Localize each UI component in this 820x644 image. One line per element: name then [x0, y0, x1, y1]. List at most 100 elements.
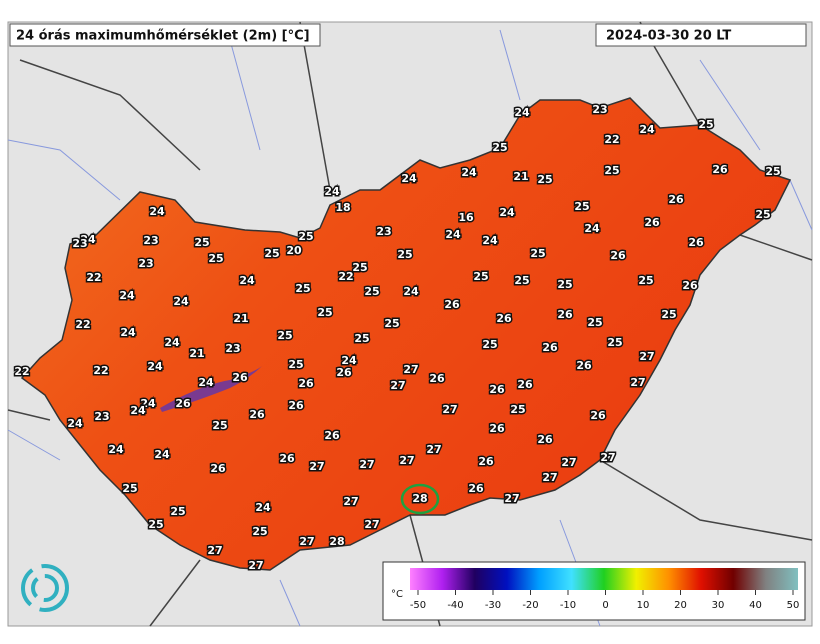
- station-value: 27: [343, 495, 358, 508]
- station-value: 25: [638, 274, 653, 287]
- station-value: 24: [120, 326, 136, 339]
- station-value: 28: [412, 492, 427, 505]
- station-value: 25: [492, 141, 507, 154]
- station-value: 25: [317, 306, 332, 319]
- station-value: 26: [489, 422, 505, 435]
- station-value: 26: [210, 462, 226, 475]
- station-value: 24: [639, 123, 655, 136]
- station-value: 26: [688, 236, 704, 249]
- station-value: 25: [661, 308, 676, 321]
- station-value: 23: [592, 103, 607, 116]
- station-value: 25: [122, 482, 137, 495]
- station-value: 26: [668, 193, 684, 206]
- station-value: 26: [232, 371, 248, 384]
- station-value: 22: [93, 364, 108, 377]
- colorbar-tick-label: -30: [485, 600, 501, 611]
- hungary-temperature-field: [20, 97, 792, 571]
- station-value: 25: [352, 261, 367, 274]
- station-value: 26: [324, 429, 340, 442]
- station-value: 24: [401, 172, 417, 185]
- station-value: 25: [397, 248, 412, 261]
- station-value: 25: [384, 317, 399, 330]
- station-value: 25: [298, 230, 313, 243]
- station-value: 22: [604, 133, 619, 146]
- date-box: [595, 23, 807, 47]
- station-value: 25: [288, 358, 303, 371]
- station-value: 24: [147, 360, 163, 373]
- station-value: 27: [364, 518, 379, 531]
- station-value: 24: [154, 448, 170, 461]
- station-value: 26: [249, 408, 265, 421]
- station-value: 25: [510, 403, 525, 416]
- station-value: 23: [376, 225, 391, 238]
- station-value: 26: [429, 372, 445, 385]
- station-value: 27: [299, 535, 314, 548]
- station-value: 21: [189, 347, 204, 360]
- station-value: 23: [138, 257, 153, 270]
- colorbar-tick-label: 0: [602, 600, 608, 611]
- station-value: 25: [514, 274, 529, 287]
- station-value: 25: [482, 338, 497, 351]
- station-value: 26: [175, 397, 191, 410]
- station-value: 26: [712, 163, 728, 176]
- station-value: 25: [212, 419, 227, 432]
- station-value: 28: [329, 535, 344, 548]
- station-value: 26: [537, 433, 553, 446]
- station-value: 25: [574, 200, 589, 213]
- station-value: 24: [119, 289, 135, 302]
- colorbar-tick-label: 20: [674, 600, 687, 611]
- colorbar-tick-label: 10: [637, 600, 650, 611]
- station-value: 27: [561, 456, 576, 469]
- station-value: 22: [14, 365, 29, 378]
- station-value: 27: [542, 471, 557, 484]
- colorbar-tick-label: 40: [749, 600, 762, 611]
- station-value: 26: [517, 378, 533, 391]
- station-value: 25: [264, 247, 279, 260]
- station-value: 26: [557, 308, 573, 321]
- station-value: 26: [682, 279, 698, 292]
- station-value: 25: [148, 518, 163, 531]
- station-value: 22: [338, 270, 353, 283]
- station-value: 25: [765, 165, 780, 178]
- station-value: 23: [94, 410, 109, 423]
- station-value: 21: [513, 170, 528, 183]
- station-value: 27: [630, 376, 645, 389]
- station-value: 25: [698, 118, 713, 131]
- title: 24 órás maximumhőmérséklet (2m) [°C]: [16, 29, 310, 44]
- station-value: 24: [198, 376, 214, 389]
- station-value: 24: [514, 106, 530, 119]
- station-value: 24: [130, 404, 146, 417]
- station-value: 24: [324, 185, 340, 198]
- station-value: 25: [252, 525, 267, 538]
- station-value: 21: [233, 312, 248, 325]
- station-value: 23: [225, 342, 240, 355]
- station-value: 27: [399, 454, 414, 467]
- station-value: 26: [279, 452, 295, 465]
- station-value: 25: [473, 270, 488, 283]
- title-box: [9, 23, 321, 47]
- station-value: 27: [600, 451, 615, 464]
- station-value: 24: [482, 234, 498, 247]
- station-value: 25: [354, 332, 369, 345]
- station-value: 25: [557, 278, 572, 291]
- station-value: 24: [255, 501, 271, 514]
- station-value: 27: [639, 350, 654, 363]
- station-value: 27: [359, 458, 374, 471]
- station-value: 26: [478, 455, 494, 468]
- colorbar-tick-label: 50: [787, 600, 800, 611]
- station-value: 24: [239, 274, 255, 287]
- borders: [7, 21, 813, 627]
- station-value: 27: [504, 492, 519, 505]
- station-value: 16: [458, 211, 474, 224]
- station-value: 26: [610, 249, 626, 262]
- station-value: 27: [426, 443, 441, 456]
- station-value: 24: [164, 336, 180, 349]
- station-value: 22: [75, 318, 90, 331]
- station-value: 24: [80, 233, 96, 246]
- station-value: 24: [67, 417, 83, 430]
- station-value: 25: [170, 505, 185, 518]
- station-value: 25: [604, 164, 619, 177]
- station-value: 25: [364, 285, 379, 298]
- station-value: 26: [542, 341, 558, 354]
